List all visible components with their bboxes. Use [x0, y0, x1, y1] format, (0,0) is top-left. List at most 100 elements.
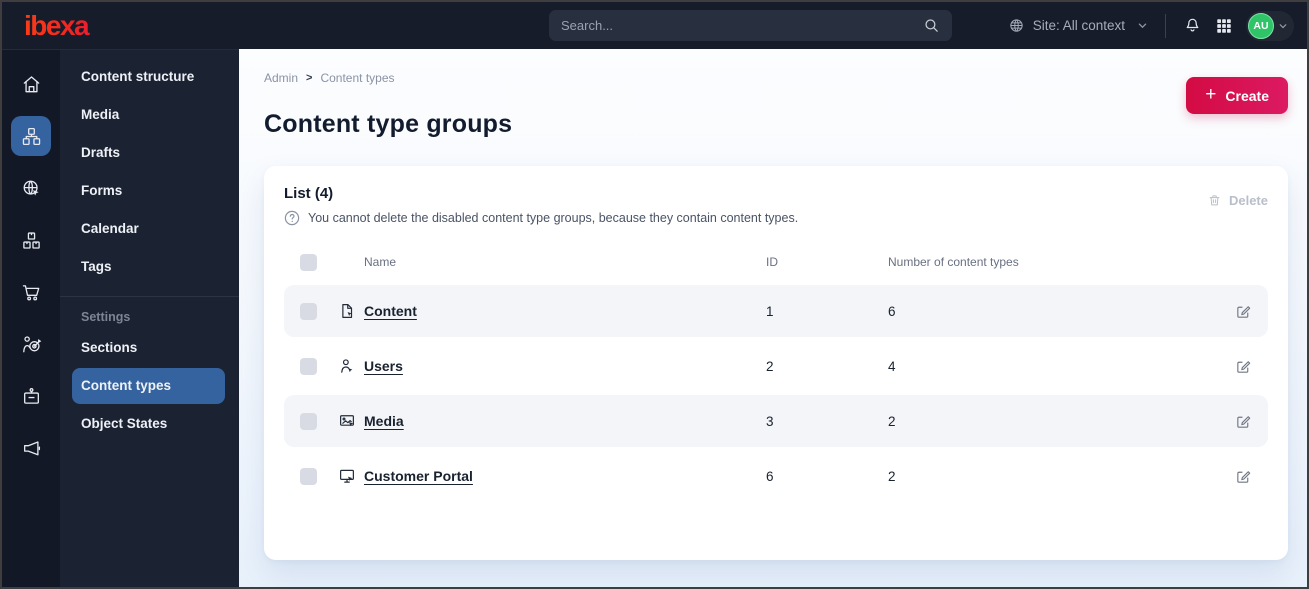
sidebar-item-campaign[interactable] — [11, 428, 51, 468]
globe-icon — [1008, 17, 1025, 34]
table-row: Customer Portal 6 2 — [284, 450, 1268, 502]
boxes-icon — [21, 230, 42, 251]
help-icon — [284, 210, 300, 226]
person-target-icon — [21, 334, 42, 355]
table-row: Media 3 2 — [284, 395, 1268, 447]
sidebar-item-commerce[interactable] — [11, 272, 51, 312]
cart-icon — [21, 282, 42, 303]
row-checkbox[interactable] — [300, 467, 317, 485]
page-title: Content type groups — [264, 110, 513, 138]
group-id: 2 — [766, 358, 774, 374]
sidebar-item-personalization[interactable] — [11, 324, 51, 364]
table-header-row: Name ID Number of content types — [284, 247, 1268, 277]
edit-button[interactable] — [1235, 413, 1252, 430]
site-context-selector[interactable]: Site: All context — [1008, 17, 1148, 34]
row-checkbox[interactable] — [300, 412, 317, 430]
sidebar-item-admin[interactable] — [11, 376, 51, 416]
create-button-label: Create — [1225, 87, 1269, 104]
group-id: 1 — [766, 303, 774, 319]
megaphone-icon — [21, 438, 42, 459]
column-header-count: Number of content types — [888, 255, 1019, 269]
sidebar-item-object-states[interactable]: Object States — [81, 416, 168, 431]
global-search[interactable] — [549, 10, 952, 41]
bell-icon — [1183, 16, 1202, 35]
site-context-label: Site: All context — [1032, 18, 1125, 33]
create-button[interactable]: + Create — [1186, 77, 1288, 114]
file-icon — [338, 302, 364, 320]
group-count: 2 — [888, 468, 896, 484]
group-id: 6 — [766, 468, 774, 484]
notifications-button[interactable] — [1183, 16, 1202, 35]
table-row: Content 1 6 — [284, 285, 1268, 337]
edit-button[interactable] — [1235, 358, 1252, 375]
group-count: 4 — [888, 358, 896, 374]
app-switcher-button[interactable] — [1215, 17, 1233, 35]
sidebar-item-sections[interactable]: Sections — [81, 340, 138, 355]
sidebar-item-content[interactable] — [11, 116, 51, 156]
chevron-down-icon — [1278, 21, 1288, 31]
group-link[interactable]: Content — [364, 303, 417, 319]
edit-button[interactable] — [1235, 303, 1252, 320]
monitor-icon — [338, 467, 364, 485]
menu-divider — [60, 296, 239, 297]
plus-icon: + — [1205, 84, 1217, 105]
breadcrumb-separator: > — [306, 72, 313, 84]
group-link[interactable]: Customer Portal — [364, 468, 473, 484]
content-type-groups-card: List (4) You cannot delete the disabled … — [264, 166, 1288, 560]
delete-button[interactable]: Delete — [1207, 193, 1268, 208]
info-text: You cannot delete the disabled content t… — [308, 211, 799, 225]
search-icon[interactable] — [923, 17, 940, 34]
breadcrumb-content-types: Content types — [320, 71, 395, 85]
image-icon — [338, 412, 364, 430]
settings-section-label: Settings — [81, 310, 131, 324]
group-id: 3 — [766, 413, 774, 429]
search-input[interactable] — [561, 18, 923, 33]
sitemap-icon — [21, 126, 42, 147]
grid-icon — [1215, 17, 1233, 35]
user-menu[interactable]: AU — [1246, 10, 1294, 41]
group-link[interactable]: Media — [364, 413, 404, 429]
breadcrumb-admin[interactable]: Admin — [264, 71, 299, 85]
home-icon — [21, 74, 42, 95]
info-row: You cannot delete the disabled content t… — [284, 210, 798, 226]
sidebar-item-content-types[interactable]: Content types — [72, 368, 225, 404]
column-header-id: ID — [766, 255, 778, 269]
chevron-down-icon — [1137, 20, 1148, 31]
sidebar-item-drafts[interactable]: Drafts — [81, 145, 121, 160]
column-header-name: Name — [364, 255, 397, 269]
select-all-checkbox[interactable] — [300, 253, 317, 271]
user-icon — [338, 357, 364, 375]
group-count: 6 — [888, 303, 896, 319]
breadcrumb: Admin > Content types — [264, 71, 1288, 85]
sidebar-item-tags[interactable]: Tags — [81, 259, 112, 274]
avatar: AU — [1248, 12, 1274, 39]
sidebar-item-calendar[interactable]: Calendar — [81, 221, 139, 236]
briefcase-icon — [21, 386, 42, 407]
card-header: List (4) You cannot delete the disabled … — [284, 185, 1268, 226]
app-body: Content structure Media Drafts Forms Cal… — [2, 49, 1307, 587]
sidebar-item-media[interactable]: Media — [81, 107, 120, 122]
group-count: 2 — [888, 413, 896, 429]
sidebar-item-site[interactable] — [11, 168, 51, 208]
sidebar-item-content-structure[interactable]: Content structure — [81, 69, 195, 84]
list-title: List (4) — [284, 185, 334, 202]
group-link[interactable]: Users — [364, 358, 403, 374]
delete-button-label: Delete — [1228, 193, 1268, 208]
table-row: Users 2 4 — [284, 340, 1268, 392]
edit-button[interactable] — [1235, 468, 1252, 485]
icon-rail — [2, 49, 60, 587]
ibexa-logo: ibexa — [2, 4, 239, 48]
trash-icon — [1207, 193, 1222, 208]
row-checkbox[interactable] — [300, 302, 317, 320]
globe-cursor-icon — [21, 178, 42, 199]
sidebar-item-dashboard[interactable] — [11, 64, 51, 104]
row-checkbox[interactable] — [300, 357, 317, 375]
secondary-sidebar: Content structure Media Drafts Forms Cal… — [60, 49, 239, 587]
main-content: Admin > Content types + Create Content t… — [239, 49, 1307, 587]
topbar-actions: Site: All context AU — [1008, 10, 1307, 41]
top-bar: ibexa Site: All context — [2, 2, 1307, 49]
sidebar-item-forms[interactable]: Forms — [81, 183, 123, 198]
topbar-divider — [1165, 13, 1166, 38]
sidebar-item-product-catalog[interactable] — [11, 220, 51, 260]
